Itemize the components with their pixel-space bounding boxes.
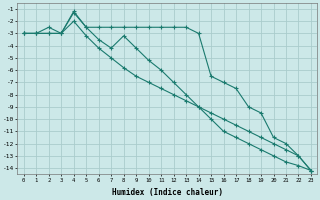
X-axis label: Humidex (Indice chaleur): Humidex (Indice chaleur) (112, 188, 223, 197)
